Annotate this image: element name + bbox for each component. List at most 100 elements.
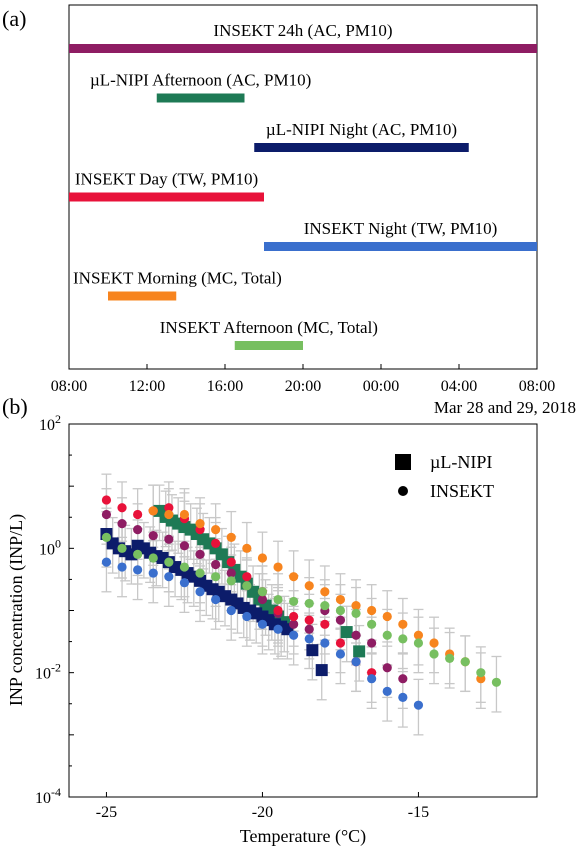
data-point-circle [367, 674, 377, 684]
data-point-circle [211, 572, 221, 582]
data-point-circle [101, 495, 112, 505]
x-tick-label: 04:00 [441, 378, 477, 395]
y-tick-label: 100 [39, 536, 61, 558]
data-point-circle [304, 615, 314, 625]
data-point-circle [179, 509, 190, 520]
data-point-circle [226, 568, 236, 578]
legend-circle-marker [398, 486, 408, 496]
data-point-circle [226, 605, 236, 616]
data-point-circle [273, 594, 283, 605]
y-tick-label: 10-2 [35, 661, 61, 683]
data-point-circle [195, 587, 205, 597]
data-point-circle [101, 532, 112, 542]
data-point-circle [148, 553, 158, 563]
x-axis-label: Temperature (°C) [240, 826, 366, 847]
data-point-circle [164, 572, 174, 582]
data-point-square [353, 645, 366, 658]
data-point-square [306, 644, 319, 657]
legend-label: µL-NIPI [430, 452, 492, 472]
data-point-circle [242, 611, 252, 622]
data-point-circle [413, 638, 424, 648]
data-point-circle [491, 677, 502, 687]
date-caption: Mar 28 and 29, 2018 [434, 398, 576, 417]
data-point-circle [117, 543, 127, 553]
timeline-x-axis: 08:00 12:00 16:00 20:00 00:00 04:00 08:00 [51, 364, 555, 395]
data-markers [100, 495, 502, 710]
x-tick-label: 16:00 [207, 378, 243, 395]
data-point-circle [289, 630, 299, 640]
data-point-circle [195, 518, 205, 529]
data-point-circle [257, 587, 268, 597]
data-point-circle [117, 562, 127, 572]
x-tick-label: 12:00 [129, 378, 165, 395]
data-point-circle [382, 686, 392, 696]
data-point-circle [304, 624, 314, 634]
data-point-circle [101, 557, 112, 567]
legend: µL-NIPI INSEKT [395, 452, 494, 501]
data-point-circle [133, 525, 143, 535]
data-point-circle [335, 638, 346, 648]
data-point-circle [413, 700, 424, 710]
timeline-bars: INSEKT 24h (AC, PM10) µL-NIPI Afternoon (… [69, 21, 537, 350]
data-point-circle [351, 600, 361, 611]
legend-label: INSEKT [430, 481, 494, 501]
data-point-circle [335, 615, 346, 625]
legend-square-marker [395, 454, 411, 470]
data-point-circle [273, 624, 283, 634]
data-point-circle [460, 657, 470, 667]
data-point-circle [195, 568, 205, 578]
data-point-circle [133, 509, 143, 520]
data-point-circle [273, 562, 283, 572]
timeline-bar [69, 44, 537, 53]
timeline-bar [156, 93, 245, 103]
data-point-circle [335, 605, 346, 616]
data-point-circle [320, 638, 330, 648]
data-point-circle [429, 649, 439, 659]
data-point-circle [398, 674, 408, 684]
data-point-circle [304, 634, 314, 644]
timeline-bar [69, 192, 264, 202]
data-point-circle [242, 543, 252, 553]
data-point-circle [195, 549, 205, 559]
data-point-circle [304, 598, 314, 609]
data-point-circle [133, 549, 143, 559]
timeline-bar-label: INSEKT Day (TW, PM10) [75, 170, 258, 189]
panel-b-frame [68, 423, 538, 798]
data-point-square [340, 626, 353, 639]
data-point-circle [351, 608, 361, 618]
x-tick-label: -20 [252, 804, 273, 821]
timeline-bar-label: INSEKT 24h (AC, PM10) [213, 21, 392, 40]
data-point-square [125, 548, 138, 561]
data-point-circle [242, 572, 252, 582]
data-point-circle [226, 576, 236, 586]
data-point-circle [179, 562, 190, 572]
data-point-circle [304, 581, 314, 591]
data-point-circle [148, 531, 158, 541]
data-point-circle [382, 630, 392, 640]
data-point-circle [179, 578, 190, 588]
data-point-circle [289, 596, 299, 607]
data-point-circle [101, 509, 112, 520]
data-point-circle [398, 692, 408, 703]
panel-b: (b) -25 -20 -15 10-4 10-2 100 102 Temperature … [2, 394, 538, 847]
data-point-circle [320, 600, 330, 611]
y-tick-label: 10-4 [35, 785, 61, 807]
data-point-circle [335, 649, 346, 659]
data-point-circle [211, 594, 221, 605]
x-tick-label: -25 [96, 804, 117, 821]
data-point-circle [164, 503, 174, 513]
timeline-bar [254, 143, 469, 152]
timeline-bar-label: µL-NIPI Afternoon (AC, PM10) [90, 71, 311, 90]
data-point-circle [382, 611, 392, 622]
data-point-circle [164, 557, 174, 567]
data-point-circle [289, 572, 299, 582]
data-point-circle [367, 619, 377, 629]
data-point-circle [148, 568, 158, 578]
timeline-bar [108, 291, 177, 301]
data-point-circle [429, 638, 439, 648]
x-tick-label: 08:00 [51, 378, 87, 395]
data-point-circle [133, 565, 143, 575]
data-point-circle [445, 653, 455, 663]
data-point-circle [351, 657, 361, 667]
